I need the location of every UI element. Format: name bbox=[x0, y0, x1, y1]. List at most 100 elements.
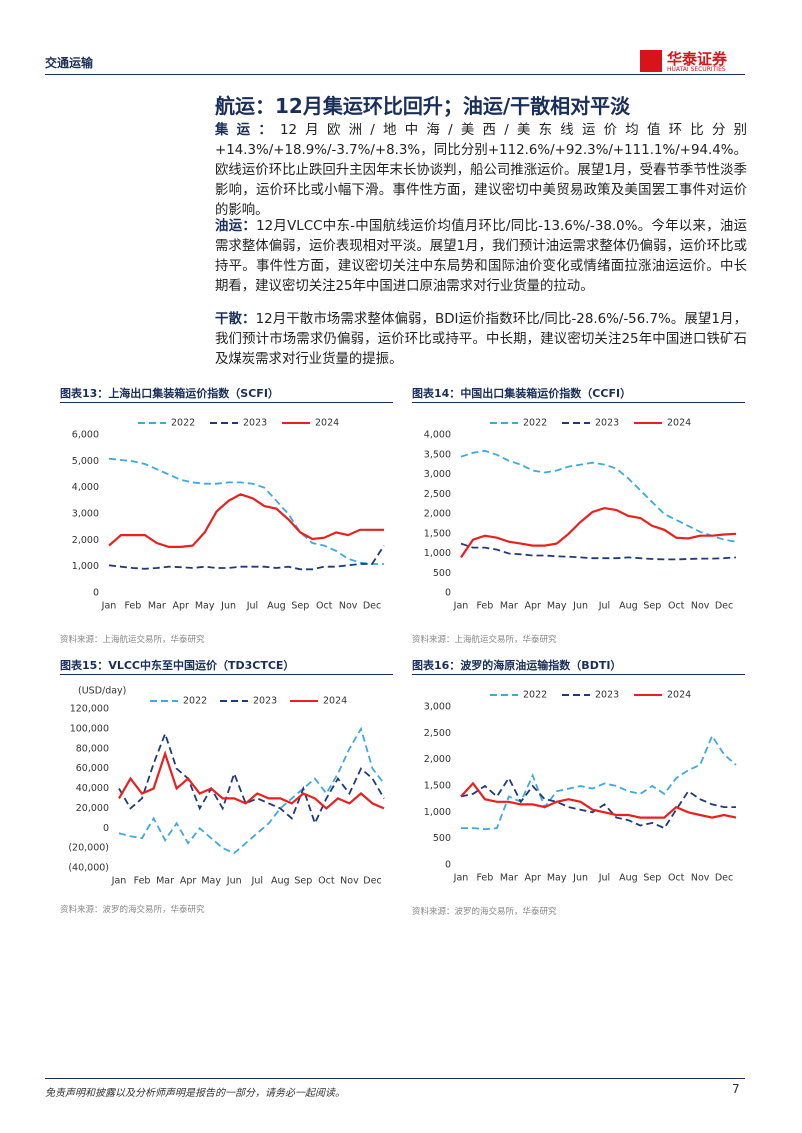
series-line bbox=[460, 776, 736, 830]
y-axis-label: (USD/day) bbox=[78, 686, 126, 697]
chart: 0 500 1,000 1,500 2,000 2,500 3,000 3,500 4,000 J… bbox=[424, 418, 737, 612]
legend-label: 2023 bbox=[595, 418, 619, 429]
x-tick-label: Nov bbox=[340, 876, 359, 887]
section-name: 交通运输 bbox=[45, 56, 94, 70]
chart-title: 中国出口集装箱运价指数（CCFI） bbox=[460, 387, 632, 400]
y-tick-label: 500 bbox=[433, 833, 451, 844]
chart-rule bbox=[412, 402, 745, 403]
chart-heading: 图表15：VLCC中东至中国运价（TD3CTCE） bbox=[60, 657, 294, 673]
series-line bbox=[118, 726, 385, 855]
chart-heading: 图表16：波罗的海原油运输指数（BDTI） bbox=[412, 657, 621, 673]
chart-rule bbox=[60, 674, 393, 675]
footer-rule bbox=[45, 1078, 745, 1079]
x-tick-label: Sep bbox=[643, 601, 661, 612]
x-tick-label: May bbox=[201, 876, 221, 887]
chart-source: 资料来源：波罗的海交易所，华泰研究 bbox=[60, 905, 205, 915]
series-line bbox=[108, 545, 385, 571]
chart-title: 波罗的海原油运输指数（BDTI） bbox=[460, 659, 622, 672]
y-tick-label: 100,000 bbox=[70, 723, 109, 734]
x-tick-label: Aug bbox=[619, 601, 638, 612]
x-tick-label: Nov bbox=[691, 873, 710, 884]
y-tick-label: 6,000 bbox=[72, 430, 99, 441]
chart-heading: 图表13：上海出口集装箱运价指数（SCFI） bbox=[60, 385, 279, 401]
para-label: 干散： bbox=[215, 312, 256, 327]
y-tick-label: 3,000 bbox=[424, 702, 451, 713]
x-tick-label: Apr bbox=[525, 873, 542, 884]
y-tick-label: 80,000 bbox=[76, 743, 109, 754]
x-tick-label: Mar bbox=[500, 601, 518, 612]
x-tick-label: Aug bbox=[267, 601, 286, 612]
y-tick-label: 2,500 bbox=[424, 489, 451, 500]
y-tick-label: (20,000) bbox=[68, 843, 109, 854]
y-tick-label: 0 bbox=[445, 588, 451, 599]
x-tick-label: Jul bbox=[246, 601, 258, 612]
chart-rule bbox=[412, 674, 745, 675]
y-tick-label: 3,000 bbox=[424, 469, 451, 480]
y-tick-label: 1,000 bbox=[72, 561, 99, 572]
x-tick-label: Jun bbox=[572, 873, 588, 884]
x-tick-label: Jan bbox=[111, 876, 127, 887]
x-tick-label: Sep bbox=[291, 601, 309, 612]
x-tick-label: Dec bbox=[715, 873, 733, 884]
x-tick-label: Mar bbox=[156, 876, 174, 887]
y-tick-label: 120,000 bbox=[70, 704, 109, 715]
x-tick-label: Feb bbox=[134, 876, 151, 887]
y-tick-label: 2,000 bbox=[72, 535, 99, 546]
para-label: 油运： bbox=[215, 219, 257, 234]
chart-label: 图表13： bbox=[60, 387, 109, 400]
series-line bbox=[460, 506, 737, 559]
x-tick-label: Jan bbox=[101, 601, 117, 612]
x-tick-label: Jun bbox=[220, 601, 236, 612]
chart-label: 图表15： bbox=[60, 659, 109, 672]
page-title: 航运：12月集运环比回升；油运/干散相对平淡 bbox=[215, 94, 631, 118]
y-tick-label: 1,000 bbox=[424, 548, 451, 559]
x-tick-label: May bbox=[547, 873, 567, 884]
page-number: 7 bbox=[732, 1082, 740, 1096]
x-tick-label: Jun bbox=[226, 876, 242, 887]
y-tick-label: 2,500 bbox=[424, 728, 451, 739]
series-line bbox=[118, 750, 385, 810]
y-tick-label: 500 bbox=[433, 568, 451, 579]
x-tick-label: Oct bbox=[668, 601, 685, 612]
x-tick-label: Jun bbox=[572, 601, 588, 612]
x-tick-label: Apr bbox=[525, 601, 542, 612]
x-tick-label: Feb bbox=[476, 601, 493, 612]
x-tick-label: Nov bbox=[339, 601, 358, 612]
x-tick-label: Feb bbox=[476, 873, 493, 884]
y-tick-label: 0 bbox=[103, 823, 109, 834]
series-line bbox=[108, 493, 384, 548]
series-line bbox=[461, 734, 737, 831]
series-line bbox=[460, 781, 737, 819]
chart-source: 资料来源：上海航运交易所，华泰研究 bbox=[60, 635, 205, 645]
header-rule bbox=[45, 74, 745, 75]
series-line bbox=[108, 457, 384, 565]
logo: 华泰证券 HUATAI SECURITIES bbox=[640, 48, 745, 74]
x-tick-label: Sep bbox=[643, 873, 661, 884]
para-text: 12月VLCC中东-中国航线运价均值月环比/同比-13.6%/-38.0%。今年… bbox=[215, 219, 747, 294]
y-tick-label: (40,000) bbox=[68, 863, 109, 874]
y-tick-label: 4,000 bbox=[72, 482, 99, 493]
legend-label: 2024 bbox=[667, 418, 691, 429]
chart: 0 500 1,000 1,500 2,000 2,500 3,000 Jan Feb Mar Ap… bbox=[424, 690, 737, 884]
x-tick-label: Oct bbox=[668, 873, 685, 884]
x-tick-label: Aug bbox=[619, 873, 638, 884]
chart-heading: 图表14：中国出口集装箱运价指数（CCFI） bbox=[412, 385, 631, 401]
legend-label: 2024 bbox=[323, 696, 347, 707]
x-tick-label: May bbox=[195, 601, 215, 612]
series-line bbox=[460, 542, 737, 561]
chart: (USD/day) (40,000) (20,000) 0 20,000 40,000 60… bbox=[68, 686, 385, 887]
paragraph: 干散：12月干散市场需求整体偏弱，BDI运价指数环比/同比-28.6%/-56.… bbox=[215, 310, 747, 370]
x-tick-label: May bbox=[547, 601, 567, 612]
y-tick-label: 0 bbox=[93, 588, 99, 599]
y-tick-label: 3,500 bbox=[424, 449, 451, 460]
logo-cn: 华泰证券 bbox=[667, 50, 728, 68]
x-tick-label: Jul bbox=[598, 873, 610, 884]
chart-rule bbox=[60, 402, 393, 403]
logo-en: HUATAI SECURITIES bbox=[667, 66, 726, 73]
y-tick-label: 60,000 bbox=[76, 763, 109, 774]
chart: 0 1,000 2,000 3,000 4,000 5,000 6,000 Jan Feb Mar… bbox=[72, 418, 385, 612]
x-tick-label: Mar bbox=[500, 873, 518, 884]
chart-label: 图表14： bbox=[412, 387, 461, 400]
legend-label: 2022 bbox=[183, 696, 207, 707]
